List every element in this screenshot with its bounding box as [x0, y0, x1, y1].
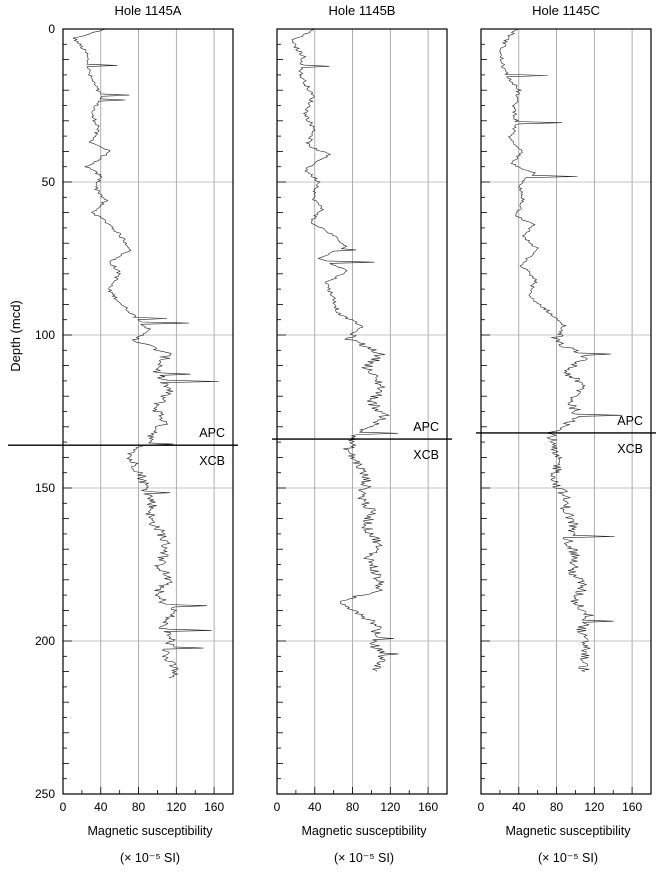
x-tick-label: 80	[132, 800, 146, 814]
y-tick-label: 150	[35, 481, 55, 495]
series-line	[291, 28, 399, 672]
panel-3: Hole 1145C 0 40 80 120 160 Magnetic susceptibi…	[476, 3, 656, 865]
x-tick-label: 160	[622, 800, 642, 814]
x-axis-unit: (× 10⁻⁵ SI)	[120, 851, 180, 865]
x-tick-label: 120	[166, 800, 186, 814]
x-tick-label: 0	[478, 800, 485, 814]
x-tick-label: 0	[274, 800, 281, 814]
y-tick-label: 0	[48, 22, 55, 36]
x-axis-unit: (× 10⁻⁵ SI)	[538, 851, 598, 865]
panel-title: Hole 1145C	[532, 3, 600, 18]
y-tick-label: 100	[35, 328, 55, 342]
xcb-label: XCB	[413, 448, 439, 462]
y-tick-label: 250	[35, 787, 55, 801]
y-tick-label: 50	[42, 175, 56, 189]
y-tick-label: 200	[35, 634, 55, 648]
x-axis-title: Magnetic susceptibility	[505, 824, 631, 838]
x-tick-label: 80	[550, 800, 564, 814]
x-axis-title: Magnetic susceptibility	[87, 824, 213, 838]
x-tick-label: 80	[346, 800, 360, 814]
panel-title: Hole 1145A	[115, 3, 182, 18]
apc-label: APC	[617, 414, 643, 428]
x-tick-label: 40	[512, 800, 526, 814]
xcb-label: XCB	[617, 442, 643, 456]
apc-label: APC	[413, 420, 439, 434]
xcb-label: XCB	[199, 454, 225, 468]
panel-1: Hole 1145A 0 50 100 150 200 250 0 40 80 120 160 Magn…	[8, 3, 238, 865]
x-tick-label: 120	[584, 800, 604, 814]
x-tick-label: 0	[60, 800, 67, 814]
x-axis-title: Magnetic susceptibility	[301, 824, 427, 838]
x-tick-label: 40	[94, 800, 108, 814]
x-axis-unit: (× 10⁻⁵ SI)	[334, 851, 394, 865]
x-tick-label: 120	[380, 800, 400, 814]
panel-frame	[276, 28, 448, 795]
panels: Hole 1145A 0 50 100 150 200 250 0 40 80 120 160 Magn…	[8, 3, 656, 865]
series-line	[72, 28, 219, 678]
panel-frame	[480, 28, 652, 795]
y-axis-label: Depth (mcd)	[8, 300, 23, 372]
x-tick-label: 40	[308, 800, 322, 814]
x-tick-label: 160	[204, 800, 224, 814]
apc-label: APC	[199, 426, 225, 440]
panel-2: Hole 1145B 0 40 80 120 160 Magnetic susceptibi…	[272, 3, 452, 865]
series-line	[499, 28, 623, 672]
panel-title: Hole 1145B	[329, 3, 396, 18]
panel-frame	[62, 28, 234, 795]
x-tick-label: 160	[418, 800, 438, 814]
